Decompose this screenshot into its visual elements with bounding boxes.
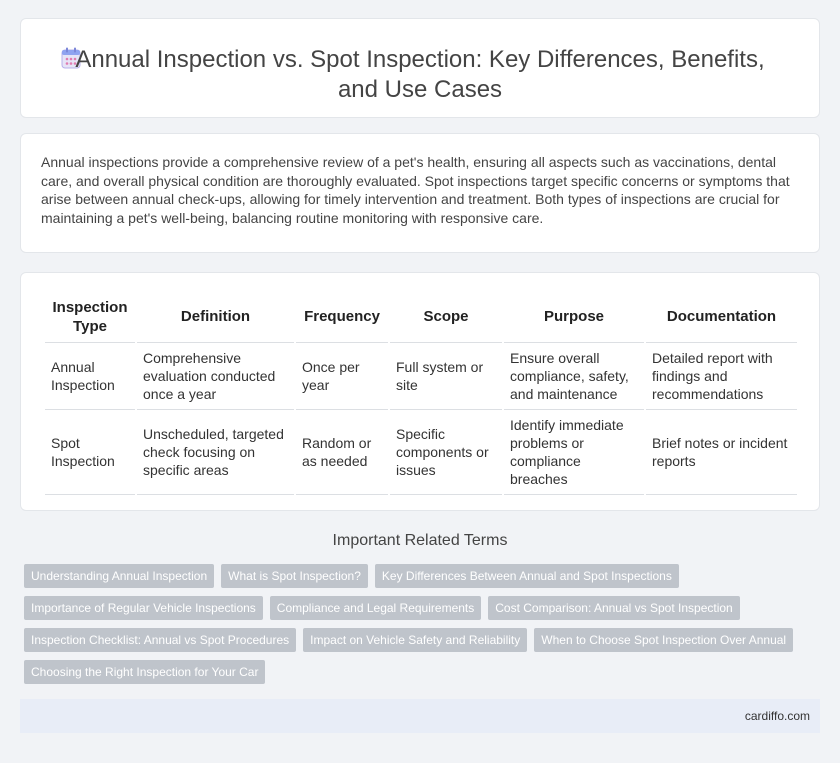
table-cell: Brief notes or incident reports	[646, 410, 797, 495]
table-cell: Unscheduled, targeted check focusing on …	[137, 410, 294, 495]
related-term-link[interactable]: Understanding Annual Inspection	[24, 564, 215, 588]
column-header: Purpose	[504, 297, 644, 343]
related-term-link[interactable]: Choosing the Right Inspection for Your C…	[24, 660, 266, 684]
intro-paragraph: Annual inspections provide a comprehensi…	[41, 154, 790, 226]
related-term-link[interactable]: What is Spot Inspection?	[221, 564, 368, 588]
related-term-link[interactable]: Key Differences Between Annual and Spot …	[374, 564, 679, 588]
column-header: Documentation	[646, 297, 797, 343]
table-cell: Comprehensive evaluation conducted once …	[137, 343, 294, 410]
related-term-link[interactable]: Cost Comparison: Annual vs Spot Inspecti…	[488, 596, 740, 620]
table-row: Spot Inspection Unscheduled, targeted ch…	[45, 410, 797, 495]
table-row: Annual Inspection Comprehensive evaluati…	[45, 343, 797, 410]
related-term-link[interactable]: Inspection Checklist: Annual vs Spot Pro…	[24, 628, 297, 652]
table-cell: Annual Inspection	[45, 343, 135, 410]
intro-card: Annual inspections provide a comprehensi…	[20, 133, 820, 253]
table-cell: Detailed report with findings and recomm…	[646, 343, 797, 410]
table-cell: Once per year	[296, 343, 388, 410]
comparison-table-card: Inspection Type Definition Frequency Sco…	[20, 272, 820, 511]
related-terms-list: Understanding Annual Inspection What is …	[24, 564, 804, 692]
related-term-link[interactable]: When to Choose Spot Inspection Over Annu…	[534, 628, 794, 652]
related-term-link[interactable]: Compliance and Legal Requirements	[269, 596, 482, 620]
related-terms-heading: Important Related Terms	[332, 532, 508, 549]
table-cell: Spot Inspection	[45, 410, 135, 495]
related-term-link[interactable]: Importance of Regular Vehicle Inspection…	[24, 596, 263, 620]
table-header-row: Inspection Type Definition Frequency Sco…	[45, 297, 797, 343]
calendar-icon	[61, 47, 81, 69]
related-term-link[interactable]: Impact on Vehicle Safety and Reliability	[303, 628, 528, 652]
column-header: Frequency	[296, 297, 388, 343]
column-header: Definition	[137, 297, 294, 343]
tag-row: Understanding Annual Inspection What is …	[24, 564, 804, 588]
table-cell: Specific components or issues	[390, 410, 502, 495]
footer-site-link[interactable]: cardiffo.com	[744, 709, 810, 723]
table-cell: Full system or site	[390, 343, 502, 410]
table-cell: Ensure overall compliance, safety, and m…	[504, 343, 644, 410]
tag-row: Importance of Regular Vehicle Inspection…	[24, 596, 804, 620]
tag-row: Inspection Checklist: Annual vs Spot Pro…	[24, 628, 804, 652]
title-card: Annual Inspection vs. Spot Inspection: K…	[20, 18, 820, 118]
footer: cardiffo.com	[20, 699, 820, 733]
column-header: Inspection Type	[45, 297, 135, 343]
table-cell: Identify immediate problems or complianc…	[504, 410, 644, 495]
tag-row: Choosing the Right Inspection for Your C…	[24, 660, 804, 684]
column-header: Scope	[390, 297, 502, 343]
comparison-table: Inspection Type Definition Frequency Sco…	[43, 297, 799, 495]
table-cell: Random or as needed	[296, 410, 388, 495]
page-title: Annual Inspection vs. Spot Inspection: K…	[75, 46, 765, 103]
